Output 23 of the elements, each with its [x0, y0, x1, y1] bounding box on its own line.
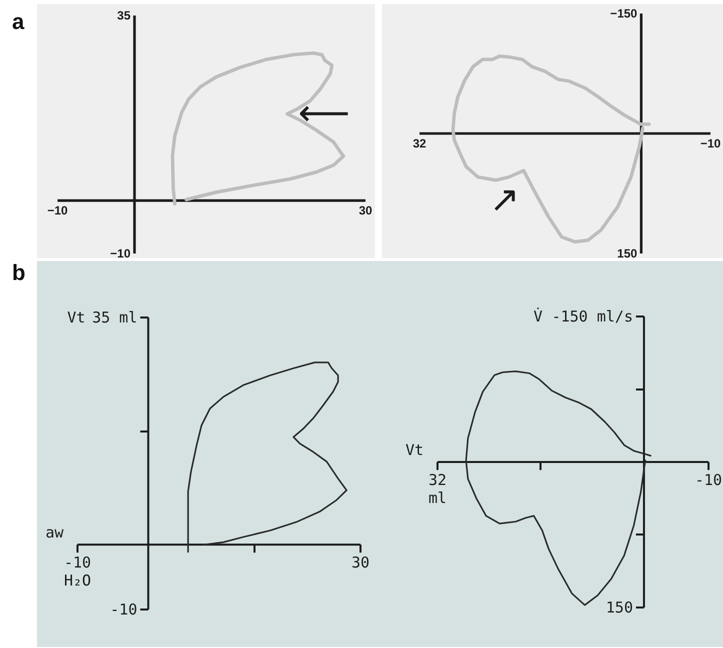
x-tick-label: 32: [412, 136, 426, 150]
y-tick-label: 35 ml: [92, 308, 138, 326]
y-tick-label: -150 ml/s: [552, 308, 633, 326]
line-series: [187, 362, 348, 553]
annotation: ↗: [489, 180, 520, 221]
x-tick-label: -10 H₂O: [64, 554, 92, 590]
annotation: ⟵: [298, 92, 350, 134]
y-tick-label: −10: [110, 246, 131, 260]
x-tick-label: 30: [351, 554, 370, 572]
x-axis-title: aw: [45, 524, 64, 542]
x-tick-label: 32 ml: [428, 471, 447, 507]
y-tick-label: −150: [610, 6, 638, 20]
x-tick-label: 30: [358, 204, 372, 218]
y-tick-label: 150: [617, 246, 638, 260]
x-axis-title: Vt: [405, 441, 424, 459]
y-axis-title: Vt: [67, 308, 86, 326]
y-tick-label: 150: [606, 598, 633, 616]
chart-title: b: [12, 260, 26, 285]
line-series: [451, 54, 651, 244]
y-tick-label: -10: [110, 600, 138, 618]
chart-title: a: [12, 9, 25, 34]
y-axis-title: V̇: [533, 306, 542, 326]
y-tick-label: 35: [117, 8, 131, 22]
